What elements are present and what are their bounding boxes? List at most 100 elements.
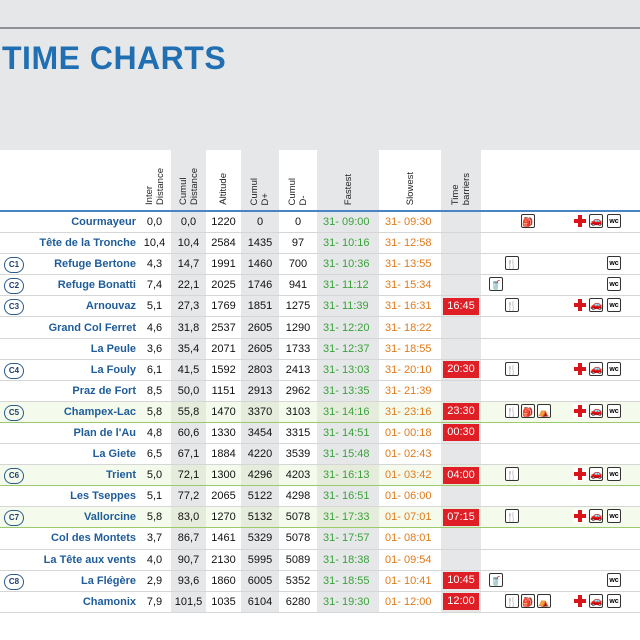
checkpoint-name: La Giete bbox=[28, 443, 138, 466]
cumul-dplus: 3370 bbox=[241, 400, 279, 423]
inter-distance: 5,1 bbox=[138, 295, 171, 318]
services: 🍴 🚗 wc bbox=[481, 506, 640, 529]
fastest-time: 31- 09:00 bbox=[317, 210, 379, 234]
cumul-dminus: 1290 bbox=[279, 316, 317, 339]
checkpoint-badge: C6 bbox=[4, 468, 24, 485]
checkpoint-name: Refuge Bertone bbox=[28, 253, 138, 276]
inter-distance: 8,5 bbox=[138, 380, 171, 402]
cumul-distance: 22,1 bbox=[171, 274, 206, 297]
first-aid-icon bbox=[573, 467, 587, 482]
slowest-time: 01- 07:01 bbox=[379, 506, 441, 529]
fastest-time: 31- 13:03 bbox=[317, 359, 379, 381]
cp-cell bbox=[0, 443, 28, 466]
cp-cell: C7 bbox=[0, 506, 28, 529]
cp-cell bbox=[0, 527, 28, 550]
fastest-time: 31- 12:37 bbox=[317, 338, 379, 360]
cumul-distance: 31,8 bbox=[171, 316, 206, 339]
slowest-time: 31- 18:55 bbox=[379, 338, 441, 360]
provisions-icon: 🎒 bbox=[521, 403, 535, 418]
fastest-time: 31- 11:39 bbox=[317, 295, 379, 318]
checkpoint-name: Tête de la Tronche bbox=[28, 232, 138, 255]
altitude: 2025 bbox=[206, 274, 241, 297]
cumul-dminus: 700 bbox=[279, 253, 317, 276]
time-barrier bbox=[441, 210, 481, 234]
checkpoint-name: La Tête aux vents bbox=[28, 549, 138, 571]
cumul-dplus: 6005 bbox=[241, 570, 279, 592]
cumul-dminus: 97 bbox=[279, 232, 317, 255]
cumul-distance: 0,0 bbox=[171, 210, 206, 234]
table-row: Col des Montets 3,7 86,7 1461 5329 5078 31- 17… bbox=[0, 527, 640, 550]
header-inter-distance: Inter Distance bbox=[138, 150, 171, 211]
inter-distance: 7,4 bbox=[138, 274, 171, 297]
header-cumul-distance: Cumul Distance bbox=[171, 150, 206, 211]
fastest-time: 31- 10:36 bbox=[317, 253, 379, 276]
cp-cell bbox=[0, 485, 28, 508]
altitude: 2130 bbox=[206, 549, 241, 571]
checkpoint-name: Vallorcine bbox=[28, 506, 138, 529]
fastest-time: 31- 14:16 bbox=[317, 400, 379, 423]
cp-cell bbox=[0, 316, 28, 339]
cumul-distance: 90,7 bbox=[171, 549, 206, 571]
time-barrier: 10:45 bbox=[441, 570, 481, 592]
time-barrier: 20:30 bbox=[441, 359, 481, 381]
services bbox=[481, 485, 640, 508]
header-altitude: Altitude bbox=[206, 150, 241, 211]
cumul-dminus: 4298 bbox=[279, 485, 317, 508]
cp-cell: C6 bbox=[0, 464, 28, 487]
cp-cell bbox=[0, 549, 28, 571]
checkpoint-badge: C7 bbox=[4, 510, 24, 527]
checkpoint-name: Courmayeur bbox=[28, 210, 138, 234]
services: 🍴 🚗 wc bbox=[481, 464, 640, 487]
services bbox=[481, 380, 640, 402]
services bbox=[481, 422, 640, 445]
header-cumul-dplus: Cumul D+ bbox=[241, 150, 279, 211]
food-icon: 🍴 bbox=[505, 256, 519, 271]
checkpoint-name: Grand Col Ferret bbox=[28, 316, 138, 339]
slowest-time: 31- 16:31 bbox=[379, 295, 441, 318]
wc-icon: wc bbox=[607, 298, 621, 313]
cp-cell bbox=[0, 380, 28, 402]
wc-icon: wc bbox=[607, 361, 621, 376]
table-row: La Giete 6,5 67,1 1884 4220 3539 31- 15:48 01- … bbox=[0, 443, 640, 466]
checkpoint-name: Trient bbox=[28, 464, 138, 487]
fastest-time: 31- 10:16 bbox=[317, 232, 379, 255]
wc-icon: wc bbox=[607, 593, 621, 608]
table-row: Chamonix 7,9 101,5 1035 6104 6280 31- 19:30 01-… bbox=[0, 591, 640, 613]
food-icon: 🍴 bbox=[505, 298, 519, 313]
cumul-dminus: 5352 bbox=[279, 570, 317, 592]
cumul-dminus: 6280 bbox=[279, 591, 317, 613]
provisions-icon: 🎒 bbox=[521, 593, 535, 608]
time-barrier: 23:30 bbox=[441, 400, 481, 423]
fastest-time: 31- 12:20 bbox=[317, 316, 379, 339]
checkpoint-badge: C1 bbox=[4, 257, 24, 274]
inter-distance: 3,6 bbox=[138, 338, 171, 360]
checkpoint-name: Praz de Fort bbox=[28, 380, 138, 402]
services: 🍴🎒⛺🎒🚗wc bbox=[481, 591, 640, 613]
altitude: 1151 bbox=[206, 380, 241, 402]
slowest-time: 01- 02:43 bbox=[379, 443, 441, 466]
cumul-distance: 72,1 bbox=[171, 464, 206, 487]
table-row: C2 Refuge Bonatti 7,4 22,1 2025 1746 941 31- 11… bbox=[0, 274, 640, 297]
cumul-distance: 67,1 bbox=[171, 443, 206, 466]
altitude: 1270 bbox=[206, 506, 241, 529]
inter-distance: 7,9 bbox=[138, 591, 171, 613]
services bbox=[481, 316, 640, 339]
altitude: 1330 bbox=[206, 422, 241, 445]
altitude: 1035 bbox=[206, 591, 241, 613]
inter-distance: 3,7 bbox=[138, 527, 171, 550]
header-cumul-dminus: Cumul D- bbox=[279, 150, 317, 211]
fastest-time: 31- 13:35 bbox=[317, 380, 379, 402]
wc-icon: wc bbox=[607, 403, 621, 418]
slowest-time: 31- 18:22 bbox=[379, 316, 441, 339]
cumul-dplus: 2605 bbox=[241, 338, 279, 360]
cumul-dplus: 2803 bbox=[241, 359, 279, 381]
altitude: 1592 bbox=[206, 359, 241, 381]
altitude: 2071 bbox=[206, 338, 241, 360]
cumul-dminus: 3539 bbox=[279, 443, 317, 466]
table-row: C8 La Flégère 2,9 93,6 1860 6005 5352 31- 18:55… bbox=[0, 570, 640, 592]
fastest-time: 31- 14:51 bbox=[317, 422, 379, 445]
cumul-dplus: 5122 bbox=[241, 485, 279, 508]
cumul-dplus: 1460 bbox=[241, 253, 279, 276]
time-barrier bbox=[441, 316, 481, 339]
header-time-barriers: Time barriers bbox=[441, 150, 481, 211]
